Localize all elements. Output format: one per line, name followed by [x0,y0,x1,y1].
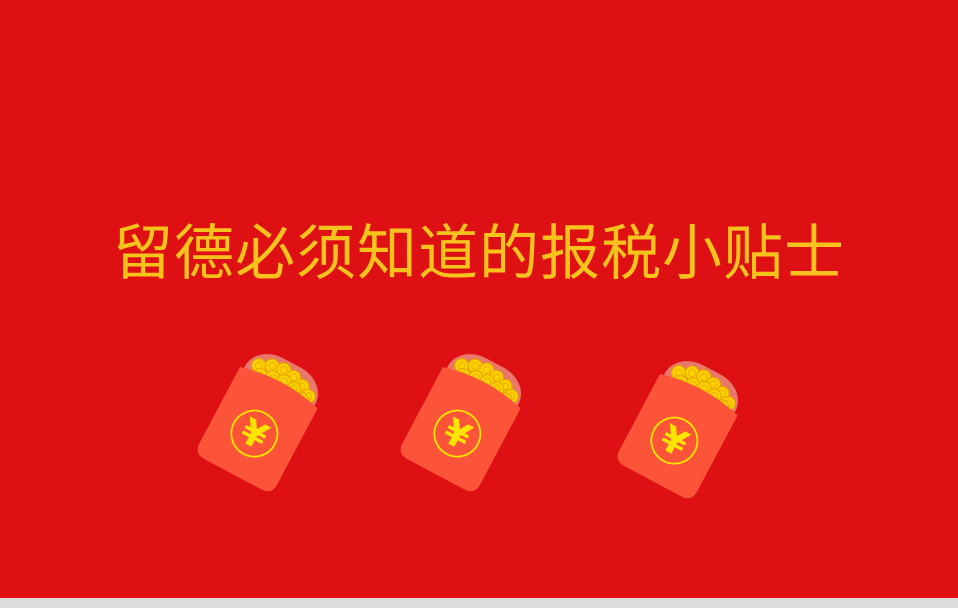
red-envelope-icon: ¥ [610,350,750,510]
red-envelope-icon: ¥ [190,343,330,503]
red-envelope-icon: ¥ [393,343,533,503]
slide-title: 留德必须知道的报税小贴士 [113,219,845,289]
bottom-strip [0,598,958,608]
